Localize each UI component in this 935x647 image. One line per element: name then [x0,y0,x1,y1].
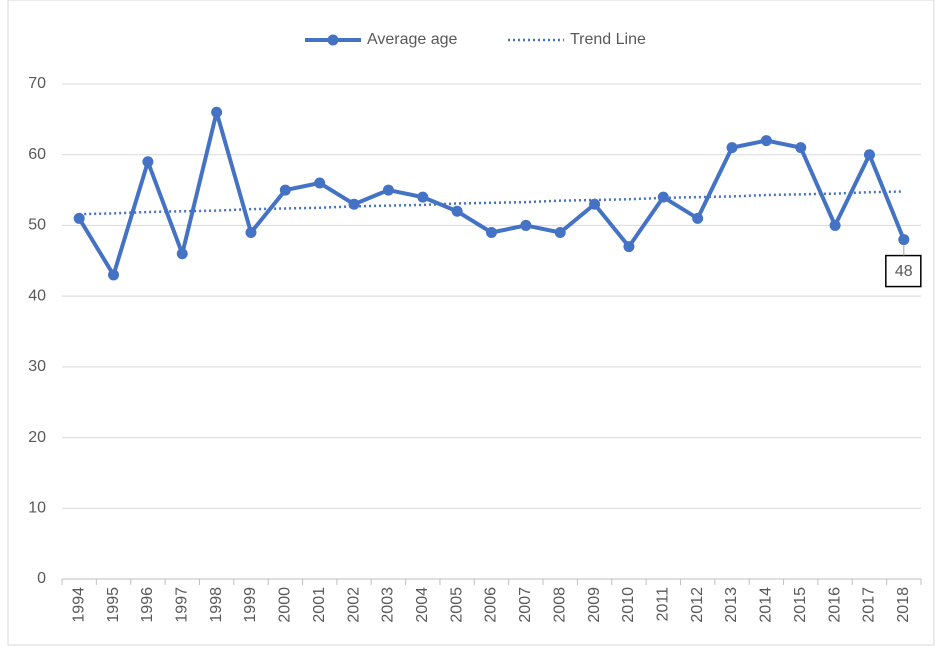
x-tick-label: 2009 [586,587,603,623]
marker [520,219,532,231]
y-tick-label: 60 [28,146,46,163]
marker [348,198,360,210]
x-tick-label: 1996 [139,587,156,623]
x-tick-label: 1999 [242,587,259,623]
x-tick-label: 2008 [551,587,568,623]
y-tick-label: 30 [28,358,46,375]
marker [451,205,463,217]
trend-line [79,190,904,216]
x-tick-label: 1998 [208,587,225,623]
x-tick-label: 2005 [448,587,465,623]
x-tick-label: 1995 [105,587,122,623]
legend-marker [327,34,339,46]
marker [211,106,223,118]
x-tick-label: 2003 [380,587,397,623]
x-tick-label: 2007 [517,587,534,623]
x-tick-label: 2004 [414,587,431,623]
chart-border [7,0,935,646]
marker [726,142,738,154]
legend-label: Average age [367,31,458,48]
marker [863,149,875,161]
marker [486,227,497,238]
data-label: 48 [895,263,913,280]
marker [657,191,669,203]
marker [760,135,772,147]
marker [108,269,120,281]
y-tick-label: 0 [37,570,46,587]
x-tick-label: 2002 [345,587,362,623]
x-tick-label: 2000 [277,587,294,623]
marker [382,184,394,196]
y-tick-label: 40 [28,287,46,304]
y-tick-label: 10 [28,500,46,517]
marker [314,177,326,189]
marker [795,142,807,154]
x-tick-label: 2017 [861,587,878,623]
y-tick-label: 50 [28,217,46,234]
x-tick-label: 2018 [895,587,912,623]
x-tick-label: 2011 [655,587,672,622]
x-tick-label: 1997 [173,587,190,623]
marker [176,248,188,260]
x-tick-label: 2006 [483,587,500,623]
marker [829,219,841,231]
marker [279,184,291,196]
y-tick-label: 20 [28,429,46,446]
marker [554,227,566,238]
x-tick-label: 2001 [311,587,328,623]
x-tick-label: 2014 [758,587,775,623]
marker [245,227,257,238]
x-tick-label: 1994 [70,587,87,623]
marker [589,198,601,210]
y-tick-label: 70 [28,75,46,92]
marker [417,191,429,203]
x-tick-label: 2016 [826,587,843,623]
data-label-box [885,254,922,288]
x-tick-label: 2012 [689,587,706,623]
marker [898,234,910,246]
legend-label: Trend Line [570,31,646,48]
x-tick-label: 2010 [620,587,637,623]
marker [623,241,635,253]
marker [73,212,85,224]
x-tick-label: 2015 [792,587,809,623]
marker [692,212,704,224]
x-tick-label: 2013 [723,587,740,623]
marker [142,156,154,168]
